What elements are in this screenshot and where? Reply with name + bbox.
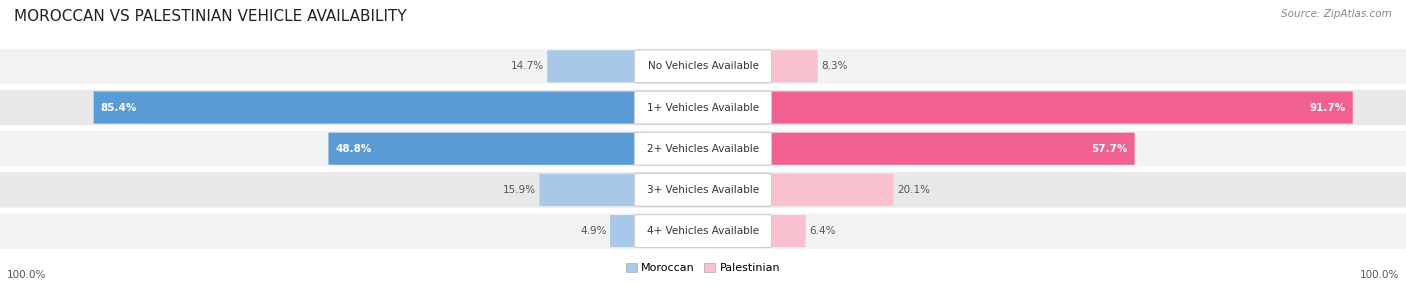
Text: 100.0%: 100.0%	[7, 270, 46, 280]
Text: 4+ Vehicles Available: 4+ Vehicles Available	[647, 226, 759, 236]
Text: 20.1%: 20.1%	[897, 185, 929, 195]
Text: 4.9%: 4.9%	[581, 226, 606, 236]
FancyBboxPatch shape	[634, 173, 772, 206]
FancyBboxPatch shape	[0, 172, 1406, 208]
FancyBboxPatch shape	[610, 215, 641, 247]
Text: MOROCCAN VS PALESTINIAN VEHICLE AVAILABILITY: MOROCCAN VS PALESTINIAN VEHICLE AVAILABI…	[14, 9, 406, 23]
FancyBboxPatch shape	[0, 213, 1406, 249]
FancyBboxPatch shape	[0, 49, 1406, 84]
FancyBboxPatch shape	[547, 50, 641, 82]
Text: 91.7%: 91.7%	[1309, 103, 1346, 112]
Text: 8.3%: 8.3%	[821, 61, 848, 71]
Text: 1+ Vehicles Available: 1+ Vehicles Available	[647, 103, 759, 112]
FancyBboxPatch shape	[765, 133, 1135, 165]
FancyBboxPatch shape	[634, 214, 772, 248]
FancyBboxPatch shape	[0, 90, 1406, 125]
FancyBboxPatch shape	[765, 174, 893, 206]
Text: 3+ Vehicles Available: 3+ Vehicles Available	[647, 185, 759, 195]
Text: 57.7%: 57.7%	[1091, 144, 1128, 154]
FancyBboxPatch shape	[634, 91, 772, 124]
FancyBboxPatch shape	[94, 92, 641, 124]
Text: 85.4%: 85.4%	[101, 103, 136, 112]
FancyBboxPatch shape	[329, 133, 641, 165]
Text: 2+ Vehicles Available: 2+ Vehicles Available	[647, 144, 759, 154]
Text: 100.0%: 100.0%	[1360, 270, 1399, 280]
FancyBboxPatch shape	[540, 174, 641, 206]
Text: Source: ZipAtlas.com: Source: ZipAtlas.com	[1281, 9, 1392, 19]
Text: 48.8%: 48.8%	[336, 144, 371, 154]
Legend: Moroccan, Palestinian: Moroccan, Palestinian	[621, 259, 785, 278]
Text: 15.9%: 15.9%	[503, 185, 536, 195]
FancyBboxPatch shape	[0, 131, 1406, 166]
Text: 6.4%: 6.4%	[808, 226, 835, 236]
FancyBboxPatch shape	[765, 50, 818, 82]
Text: No Vehicles Available: No Vehicles Available	[648, 61, 758, 71]
Text: 14.7%: 14.7%	[510, 61, 544, 71]
FancyBboxPatch shape	[634, 50, 772, 83]
FancyBboxPatch shape	[634, 132, 772, 165]
FancyBboxPatch shape	[765, 92, 1353, 124]
FancyBboxPatch shape	[765, 215, 806, 247]
